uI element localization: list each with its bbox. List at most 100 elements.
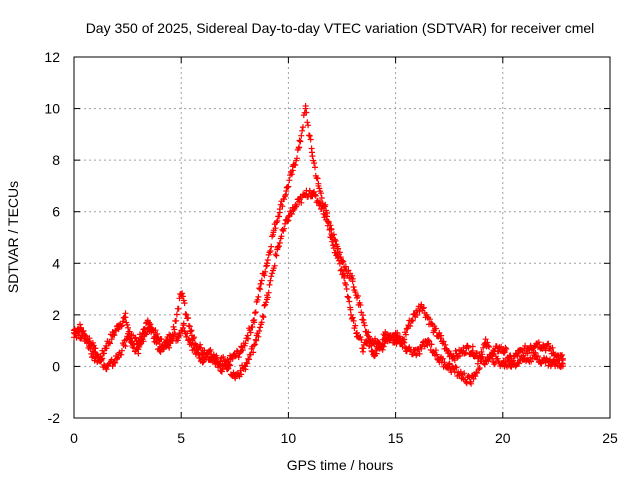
- x-axis-label: GPS time / hours: [287, 457, 394, 473]
- data-point: [444, 347, 451, 354]
- data-point: [546, 345, 553, 352]
- y-tick-label: 6: [52, 204, 60, 220]
- data-point: [463, 345, 470, 352]
- data-point: [424, 314, 431, 321]
- y-tick-label: 12: [44, 49, 60, 65]
- data-point: [263, 296, 270, 303]
- data-point: [437, 335, 444, 342]
- y-axis-label: SDTVAR / TECUs: [5, 181, 21, 293]
- x-tick-label: 5: [177, 430, 185, 446]
- x-tick-label: 10: [281, 430, 297, 446]
- data-point: [135, 337, 142, 344]
- data-point: [122, 314, 129, 321]
- data-point: [193, 350, 200, 357]
- data-point: [296, 144, 303, 151]
- data-point: [257, 280, 264, 287]
- y-tick-label: -2: [48, 410, 61, 426]
- x-tick-label: 20: [495, 430, 511, 446]
- data-point: [349, 278, 356, 285]
- data-point: [308, 149, 315, 156]
- data-point: [559, 360, 566, 367]
- data-point: [199, 347, 206, 354]
- data-point: [124, 335, 131, 342]
- data-point: [306, 188, 313, 195]
- data-point: [553, 353, 560, 360]
- data-point: [242, 363, 249, 370]
- data-point: [188, 332, 195, 339]
- data-point: [135, 350, 142, 357]
- data-point: [446, 363, 453, 370]
- data-point: [341, 273, 348, 280]
- data-point: [173, 335, 180, 342]
- data-point: [424, 337, 431, 344]
- data-point: [221, 358, 228, 365]
- data-point: [514, 350, 521, 357]
- ticks: 0 5 10 15 20 25 -2 0 2 4 6 8 10 12: [44, 49, 618, 446]
- x-tick-label: 25: [602, 430, 618, 446]
- data-point: [283, 188, 290, 195]
- data-point: [469, 347, 476, 354]
- data-point: [276, 206, 283, 213]
- data-point: [178, 291, 185, 298]
- data-point: [392, 329, 399, 336]
- chart-title: Day 350 of 2025, Sidereal Day-to-day VTE…: [86, 20, 595, 36]
- data-point: [435, 355, 442, 362]
- data-point: [244, 332, 251, 339]
- data-point: [482, 340, 489, 347]
- x-tick-label: 0: [70, 430, 78, 446]
- data-point: [334, 255, 341, 262]
- data-point: [317, 200, 324, 207]
- data-point: [270, 229, 277, 236]
- data-point: [263, 260, 270, 267]
- data-point: [495, 345, 502, 352]
- data-point: [315, 182, 322, 189]
- data-point: [109, 332, 116, 339]
- y-tick-label: 0: [52, 358, 60, 374]
- x-tick-label: 15: [388, 430, 404, 446]
- data-point: [92, 345, 99, 352]
- data-point: [542, 358, 549, 365]
- data-point: [360, 345, 367, 352]
- data-point: [411, 311, 418, 318]
- data-point: [116, 322, 123, 329]
- data-point: [274, 244, 281, 251]
- y-tick-label: 10: [44, 101, 60, 117]
- data-point: [501, 347, 508, 354]
- data-point: [456, 371, 463, 378]
- data-point: [71, 329, 77, 336]
- data-point: [146, 319, 153, 326]
- data-point: [414, 350, 421, 357]
- data-point: [521, 355, 528, 362]
- data-point: [418, 301, 425, 308]
- data-point: [553, 360, 560, 367]
- y-tick-label: 4: [52, 255, 60, 271]
- data-point: [289, 167, 296, 174]
- data-point: [285, 213, 292, 220]
- data-point: [103, 366, 110, 373]
- data-point: [251, 317, 258, 324]
- data-point: [167, 340, 174, 347]
- data-point: [238, 347, 245, 354]
- data-point: [339, 257, 345, 264]
- data-point: [81, 332, 88, 339]
- data-point: [210, 355, 217, 362]
- data-point: [156, 347, 163, 354]
- data-point: [521, 347, 528, 354]
- data-point: [499, 360, 506, 367]
- data-point: [231, 373, 238, 380]
- data-point: [405, 322, 412, 329]
- data-point: [253, 337, 260, 344]
- grid: [74, 57, 610, 418]
- data-point: [431, 327, 438, 334]
- data-point: [392, 337, 399, 344]
- data-point: [510, 360, 517, 367]
- data-point: [360, 317, 367, 324]
- data-point: [180, 322, 187, 329]
- data-point: [354, 329, 361, 336]
- data-point: [231, 353, 238, 360]
- data-point: [302, 105, 309, 112]
- data-markers: [71, 103, 566, 387]
- data-point: [403, 345, 410, 352]
- data-point: [113, 355, 120, 362]
- data-point: [489, 355, 496, 362]
